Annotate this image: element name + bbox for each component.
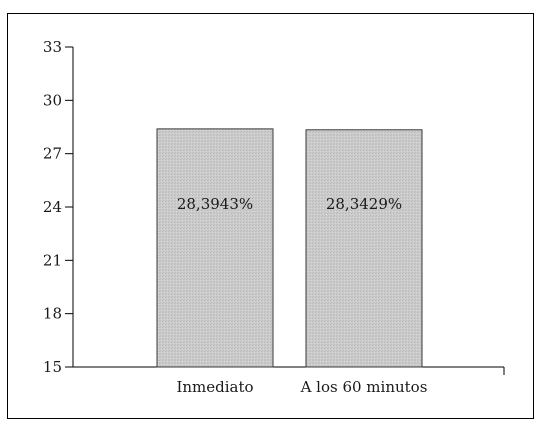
labels: 28,3943% Inmediato 28,3429% A los 60 minuto… [176, 195, 427, 396]
y-tick-label: 27 [43, 145, 62, 163]
bar-2 [305, 129, 423, 368]
category-label: A los 60 minutos [300, 378, 428, 396]
y-tick-label: 18 [43, 305, 62, 323]
y-tick-label: 30 [43, 91, 62, 109]
data-label: 28,3429% [326, 195, 402, 213]
bar-1 [156, 128, 274, 368]
y-tick-label: 24 [43, 198, 62, 216]
y-tick-label: 15 [43, 358, 62, 376]
y-tick-label: 21 [43, 251, 62, 269]
bars [156, 128, 423, 368]
category-label: Inmediato [176, 378, 253, 396]
y-tick-label: 33 [43, 38, 62, 56]
data-label: 28,3943% [177, 195, 253, 213]
axes: 15 18 21 24 27 30 33 [43, 38, 505, 376]
